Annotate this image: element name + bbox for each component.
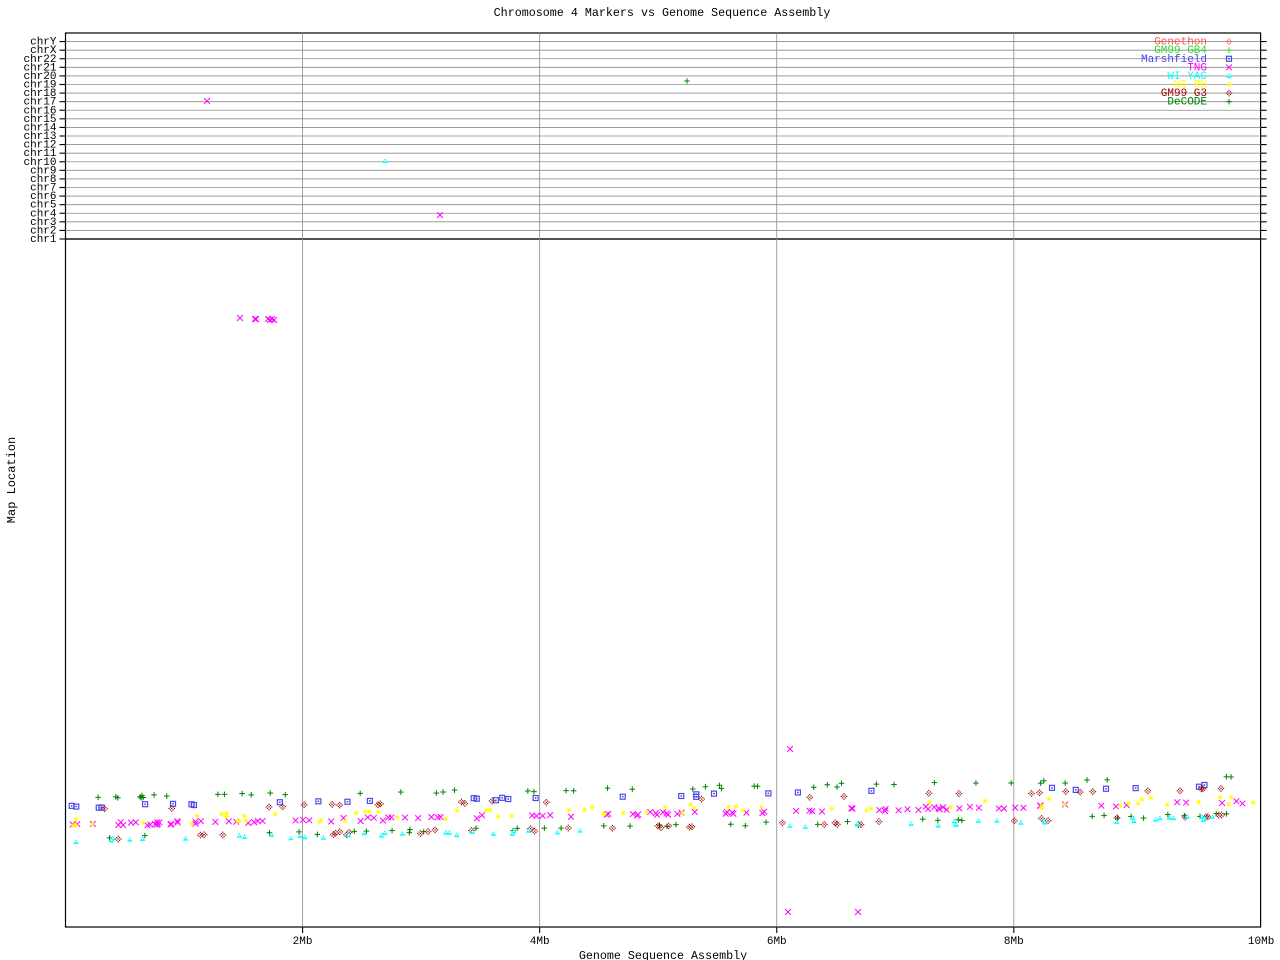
svg-text:DeCODE: DeCODE [1167,97,1207,109]
svg-text:10Mb: 10Mb [1248,936,1274,948]
svg-text:2Mb: 2Mb [293,936,313,948]
svg-text:8Mb: 8Mb [1004,936,1024,948]
svg-text:Genome Sequence Assembly: Genome Sequence Assembly [579,949,747,960]
svg-text:Map Location: Map Location [5,437,19,523]
svg-text:chr1: chr1 [30,234,57,246]
svg-text:6Mb: 6Mb [767,936,787,948]
svg-text:4Mb: 4Mb [530,936,550,948]
